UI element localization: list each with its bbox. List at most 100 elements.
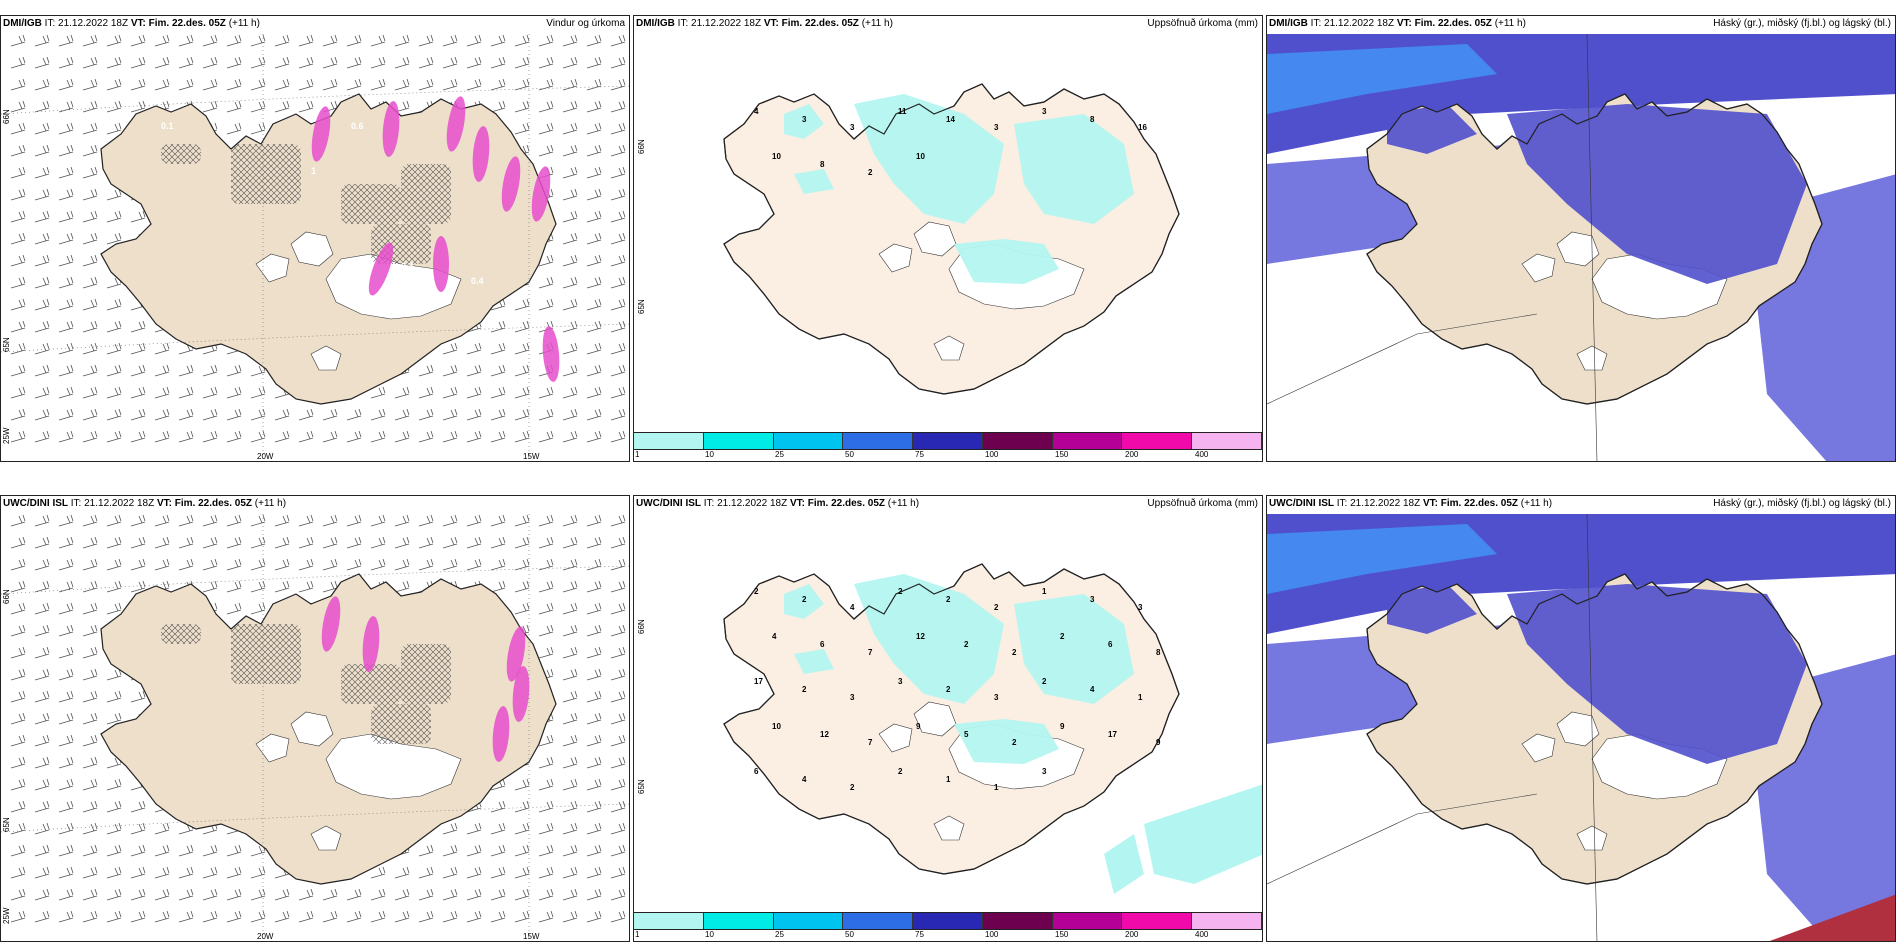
valid-time: VT: Fim. 22.des. 05Z bbox=[1396, 18, 1492, 29]
wind-barb bbox=[466, 386, 482, 399]
wind-barb bbox=[106, 580, 122, 593]
accum-value-label: 3 bbox=[1042, 767, 1047, 776]
glacier bbox=[1576, 825, 1608, 851]
wind-barb bbox=[394, 888, 410, 901]
wind-barb bbox=[130, 320, 146, 333]
wind-barb bbox=[202, 364, 218, 377]
wind-barb bbox=[58, 298, 74, 311]
wind-barb bbox=[226, 910, 242, 923]
wind-barb bbox=[58, 34, 74, 47]
legend-tick: 10 bbox=[705, 930, 714, 939]
legend-swatch bbox=[773, 913, 844, 929]
legend-tick: 25 bbox=[775, 930, 784, 939]
graticule-line bbox=[1, 565, 629, 595]
wind-barb bbox=[442, 430, 458, 443]
wind-barb bbox=[562, 844, 578, 857]
map-cloud bbox=[1267, 34, 1895, 461]
lon-label: 20W bbox=[257, 932, 274, 941]
wind-barb bbox=[346, 558, 362, 571]
wind-barb bbox=[274, 888, 290, 901]
wind-barb bbox=[106, 800, 122, 813]
wind-barb bbox=[562, 602, 578, 615]
wind-barb bbox=[610, 386, 626, 399]
lead-time: (+11 h) bbox=[228, 18, 260, 29]
wind-barb bbox=[610, 756, 626, 769]
accum-value-label: 9 bbox=[1060, 722, 1065, 731]
graticule-line bbox=[1, 323, 629, 353]
wind-barb bbox=[562, 822, 578, 835]
wind-barb bbox=[538, 386, 554, 399]
wind-barb bbox=[586, 668, 602, 681]
init-time: IT: 21.12.2022 18Z bbox=[677, 18, 762, 29]
glacier bbox=[290, 231, 334, 267]
wind-barb bbox=[82, 166, 98, 179]
lat-label: 66N bbox=[2, 589, 11, 604]
wind-barb bbox=[562, 580, 578, 593]
wind-barb bbox=[466, 56, 482, 69]
iceland-map bbox=[1366, 93, 1823, 405]
legend-tick: 50 bbox=[845, 450, 854, 459]
wind-barb bbox=[274, 34, 290, 47]
wind-barb bbox=[538, 558, 554, 571]
wind-barb bbox=[130, 690, 146, 703]
lead-time: (+11 h) bbox=[1494, 18, 1526, 29]
wind-barb bbox=[58, 844, 74, 857]
wind-barb bbox=[34, 888, 50, 901]
wind-barb bbox=[58, 822, 74, 835]
legend-tick: 400 bbox=[1195, 930, 1209, 939]
wind-barb bbox=[82, 580, 98, 593]
wind-barb bbox=[322, 408, 338, 421]
accum-value-label: 6 bbox=[820, 640, 825, 649]
wind-barb bbox=[586, 910, 602, 923]
cloud-band-light bbox=[1267, 524, 1497, 594]
wind-barb bbox=[514, 602, 530, 615]
wind-barb bbox=[370, 408, 386, 421]
wind-barb bbox=[562, 668, 578, 681]
wind-barb bbox=[106, 602, 122, 615]
wind-barb bbox=[610, 232, 626, 245]
wind-barb bbox=[58, 188, 74, 201]
lon-label: 15W bbox=[523, 452, 540, 461]
panel-title: Háský (gr.), miðský (fj.bl.) og lágský (… bbox=[1713, 498, 1891, 509]
wind-barb bbox=[10, 822, 26, 835]
snow-hatch bbox=[371, 704, 431, 744]
precip-area bbox=[472, 126, 490, 182]
init-time: IT: 21.12.2022 18Z bbox=[44, 18, 129, 29]
panel-header: UWC/DINI ISL IT: 21.12.2022 18Z VT: Fim.… bbox=[636, 498, 1258, 512]
wind-barb bbox=[130, 514, 146, 527]
wind-barb bbox=[250, 514, 266, 527]
wind-barb bbox=[562, 558, 578, 571]
wind-barb bbox=[610, 408, 626, 421]
wind-barb bbox=[610, 778, 626, 791]
wind-barb bbox=[346, 430, 362, 443]
wind-barb bbox=[10, 430, 26, 443]
wind-barb bbox=[130, 580, 146, 593]
wind-barb bbox=[490, 558, 506, 571]
accum-value-label: 4 bbox=[1090, 685, 1095, 694]
wind-barb bbox=[490, 78, 506, 91]
wind-barb bbox=[58, 734, 74, 747]
wind-barb bbox=[562, 364, 578, 377]
wind-barb bbox=[466, 910, 482, 923]
wind-barb bbox=[490, 800, 506, 813]
wind-barb bbox=[418, 536, 434, 549]
wind-barb bbox=[442, 386, 458, 399]
wind-barb bbox=[610, 646, 626, 659]
precip-value-label: 0.6 bbox=[351, 121, 364, 131]
wind-barb bbox=[562, 514, 578, 527]
precip-area bbox=[368, 242, 394, 296]
wind-barb bbox=[538, 624, 554, 637]
wind-barb bbox=[34, 580, 50, 593]
accum-value-label: 2 bbox=[1012, 738, 1017, 747]
wind-barb bbox=[202, 430, 218, 443]
valid-time: VT: Fim. 22.des. 05Z bbox=[156, 498, 253, 509]
wind-barb bbox=[154, 536, 170, 549]
wind-barb bbox=[514, 364, 530, 377]
coastline-overlay bbox=[723, 83, 1180, 395]
wind-barb bbox=[82, 822, 98, 835]
wind-barb bbox=[34, 514, 50, 527]
wind-barb bbox=[538, 734, 554, 747]
wind-barb bbox=[274, 408, 290, 421]
wind-barb bbox=[466, 888, 482, 901]
wind-barb bbox=[586, 602, 602, 615]
